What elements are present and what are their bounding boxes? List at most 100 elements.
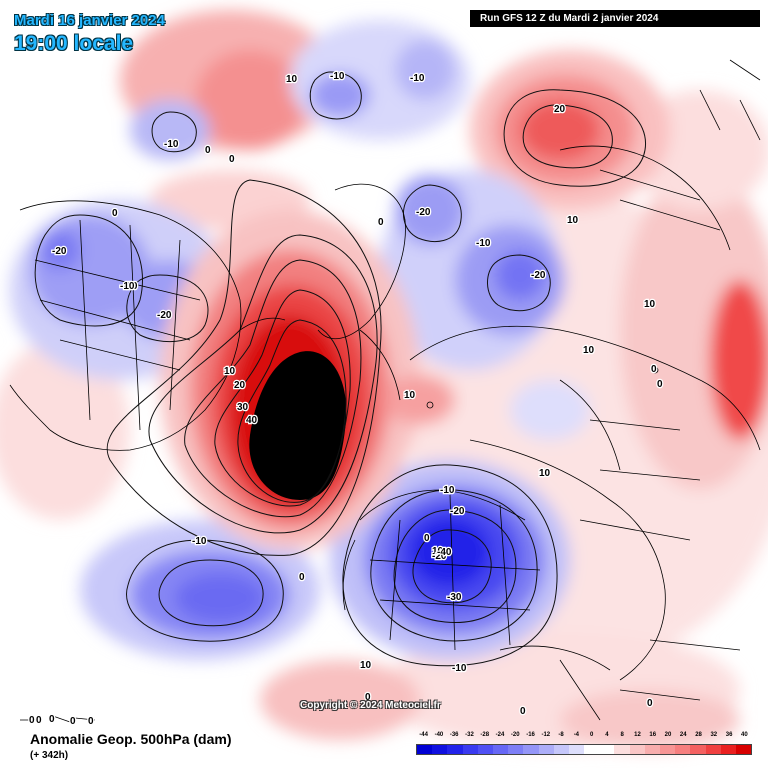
contour-label: -10 xyxy=(164,139,179,150)
color-scale-swatch xyxy=(508,745,524,754)
contour-label: -20 xyxy=(416,207,431,218)
contour-label: 0 xyxy=(112,208,118,219)
color-scale-swatch xyxy=(477,745,493,754)
contour-label: 0 xyxy=(378,217,384,228)
contour-label: 0 xyxy=(424,533,430,544)
contour-label: -10 xyxy=(192,536,207,547)
color-scale-swatch xyxy=(584,745,600,754)
color-scale-label: 28 xyxy=(695,732,702,738)
color-scale-swatch xyxy=(523,745,539,754)
color-scale-label: -12 xyxy=(541,732,551,738)
color-scale-label: -24 xyxy=(495,732,505,738)
contour-label: -10 xyxy=(120,281,135,292)
anomaly-shading xyxy=(0,10,768,750)
contour-label: -30 xyxy=(447,592,462,603)
color-scale-label: 4 xyxy=(605,732,609,738)
color-scale-label: 12 xyxy=(634,732,641,738)
contour-label: -20 xyxy=(157,310,172,321)
color-scale-label: -8 xyxy=(558,732,564,738)
contour-label: 10 xyxy=(404,390,416,401)
contour-label: 0 xyxy=(520,706,526,717)
color-scale-swatch xyxy=(675,745,691,754)
color-scale-label: 16 xyxy=(649,732,657,738)
contour-label: 0 xyxy=(88,716,94,727)
contour-label: -10 xyxy=(452,663,467,674)
color-scale-label: -28 xyxy=(480,732,490,738)
contour-label: -10 xyxy=(330,71,345,82)
map-title: Anomalie Geop. 500hPa (dam) xyxy=(30,731,232,747)
color-scale-label: -32 xyxy=(465,732,474,738)
color-scale-swatch xyxy=(432,745,448,754)
forecast-date: Mardi 16 janvier 2024 xyxy=(14,12,165,29)
color-scale-label: -4 xyxy=(573,732,580,738)
contour-label: -40 xyxy=(437,547,452,558)
contour-label: 0 xyxy=(29,715,35,726)
color-scale-swatch xyxy=(553,745,569,754)
forecast-lead-time: (+ 342h) xyxy=(30,750,69,761)
color-scale-swatch xyxy=(614,745,630,754)
color-scale-swatch xyxy=(690,745,706,754)
color-scale-swatch xyxy=(538,745,554,754)
color-scale-swatch xyxy=(492,745,509,754)
contour-label: 20 xyxy=(554,104,566,115)
contour-label: 40 xyxy=(246,415,258,426)
color-scale-swatch xyxy=(705,745,721,754)
contour-label: 10 xyxy=(286,74,298,85)
contour-label: 20 xyxy=(234,380,246,391)
copyright: Copyright © 2024 Meteociel.fr xyxy=(300,700,441,711)
color-scale-swatch xyxy=(462,745,478,754)
contour-label: 0 xyxy=(49,714,55,725)
color-scale-label: 8 xyxy=(620,732,624,738)
color-scale-swatch xyxy=(629,745,645,754)
contour-label: -10 xyxy=(410,73,425,84)
contour-label: 10 xyxy=(432,546,444,557)
contour-label: 10 xyxy=(583,345,595,356)
color-scale-labels: -44 -40 -36 -32 -28 -24 -20 -16 -12 -8 -4 0 4 8 12 16 20… xyxy=(416,732,752,744)
contour-label: -20 xyxy=(450,506,465,517)
extreme-anomaly-core xyxy=(249,351,347,500)
color-scale-swatch xyxy=(644,745,660,754)
contour-labels: 10 -10 -10 -10 0 0 20 0 -20 -10 -20 10 -… xyxy=(28,70,665,729)
color-scale-swatch xyxy=(417,745,433,754)
color-scale-swatch xyxy=(720,745,736,754)
color-scale-swatch xyxy=(447,745,463,754)
color-scale-swatch xyxy=(660,745,676,754)
color-scale-label: -36 xyxy=(449,732,459,738)
contour-label: -20 xyxy=(531,270,546,281)
contour-label: 0 xyxy=(70,716,76,727)
color-scale-label: -40 xyxy=(434,732,444,738)
contour-label: 0 xyxy=(647,698,653,709)
contour-label: 10 xyxy=(360,660,372,671)
color-scale-swatch xyxy=(735,745,752,754)
color-scale-swatch xyxy=(568,745,585,754)
color-scale-label: 24 xyxy=(679,732,687,738)
contour-label: 0 xyxy=(299,572,305,583)
contour-label: -10 xyxy=(123,281,138,292)
color-scale-label: 32 xyxy=(710,732,718,738)
color-scale-label: 40 xyxy=(741,732,748,738)
contour-label: 0 xyxy=(365,692,371,703)
contour-label: 0 xyxy=(651,364,657,375)
contour-label: -10 xyxy=(440,485,455,496)
color-scale-label: 20 xyxy=(664,732,672,738)
color-scale-label: 0 xyxy=(589,732,594,738)
forecast-time: 19:00 locale xyxy=(14,32,134,55)
color-scale-label: 36 xyxy=(725,732,733,738)
contour-label: 30 xyxy=(237,402,249,413)
color-scale-label: -44 xyxy=(419,732,428,738)
color-scale-legend: -44 -40 -36 -32 -28 -24 -20 -16 -12 -8 -4 0 4 8 12 16 20… xyxy=(416,732,752,762)
coastlines xyxy=(9,59,761,723)
color-scale-swatch xyxy=(599,745,615,754)
contour-label: 0 xyxy=(36,715,42,726)
color-scale-bar xyxy=(416,744,752,755)
contour-label: -20 xyxy=(52,246,67,257)
color-scale-label: -16 xyxy=(526,732,535,738)
contour-label: 10 xyxy=(644,299,656,310)
contour-label: 0 xyxy=(657,379,663,390)
contour-label: 10 xyxy=(567,215,579,226)
contour-label: -10 xyxy=(476,238,491,249)
contour-label: 0 xyxy=(205,145,211,156)
contour-label: 10 xyxy=(539,468,551,479)
contour-label: 10 xyxy=(224,366,236,377)
